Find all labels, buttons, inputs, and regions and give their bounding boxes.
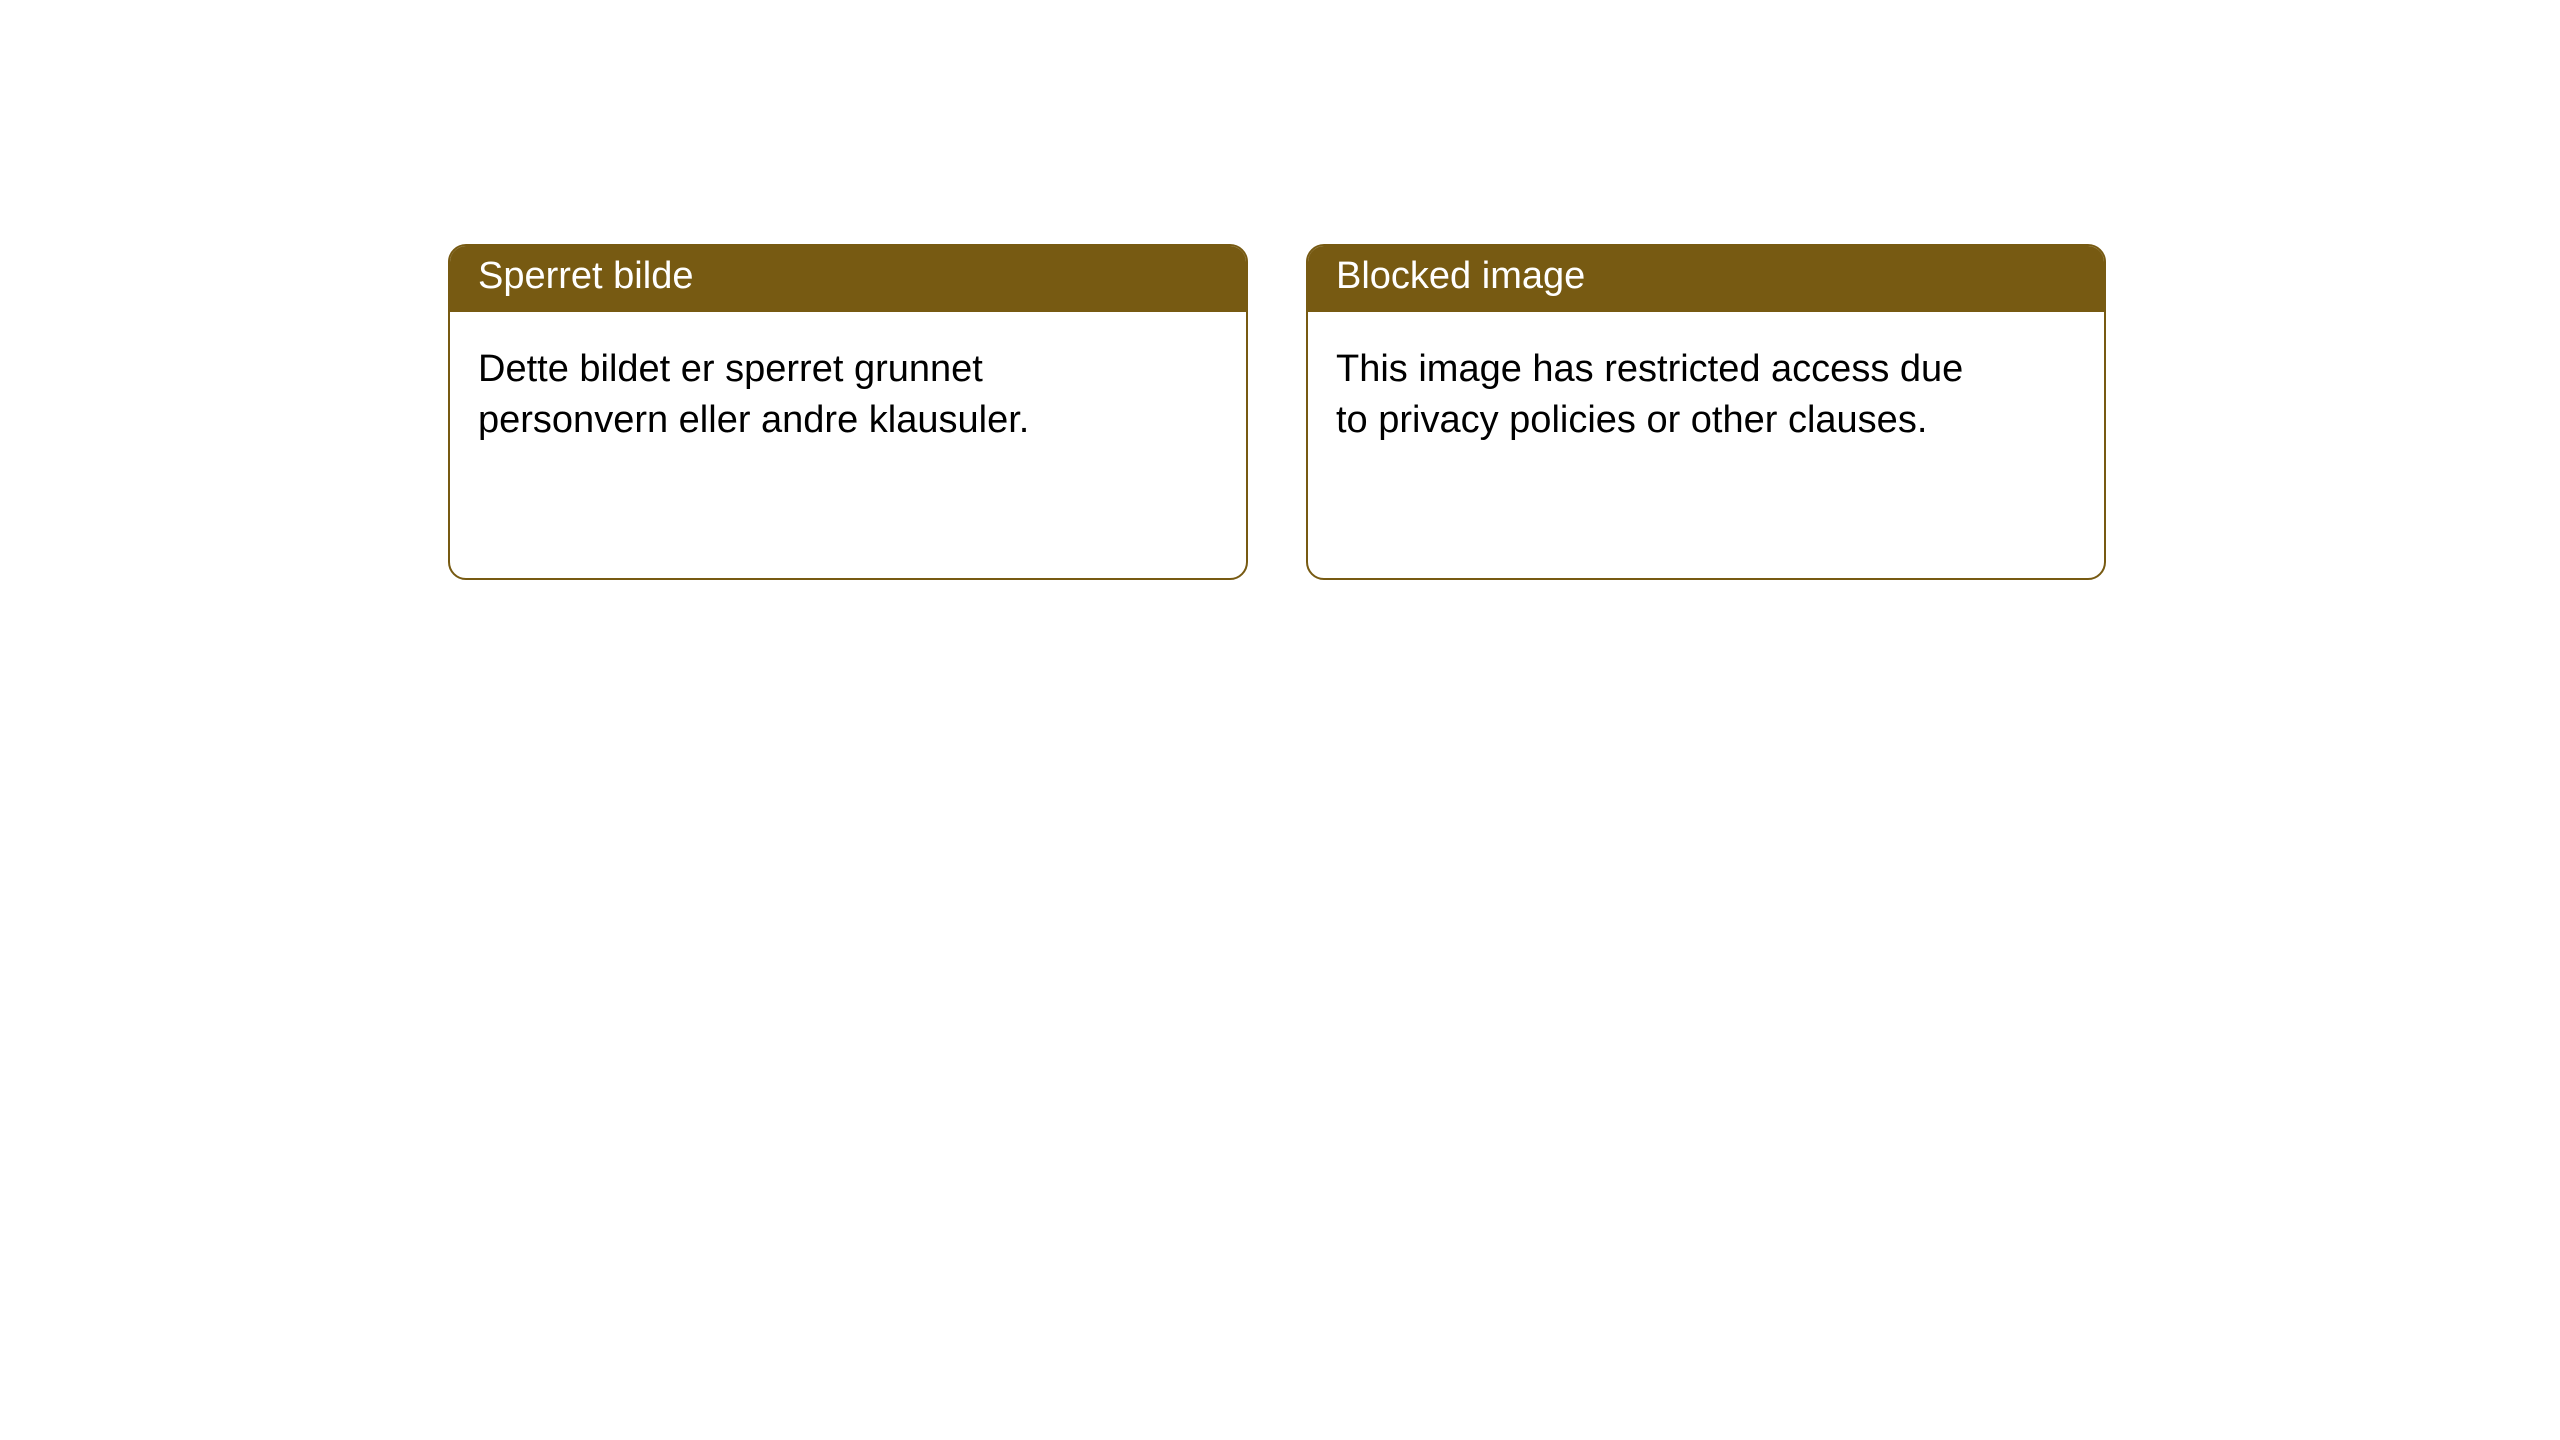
notice-container: Sperret bilde Dette bildet er sperret gr… [0, 0, 2560, 580]
notice-card-norwegian: Sperret bilde Dette bildet er sperret gr… [448, 244, 1248, 580]
notice-header-english: Blocked image [1308, 246, 2104, 312]
notice-card-english: Blocked image This image has restricted … [1306, 244, 2106, 580]
notice-header-norwegian: Sperret bilde [450, 246, 1246, 312]
notice-body-norwegian: Dette bildet er sperret grunnet personve… [450, 312, 1170, 479]
notice-body-english: This image has restricted access due to … [1308, 312, 2028, 479]
